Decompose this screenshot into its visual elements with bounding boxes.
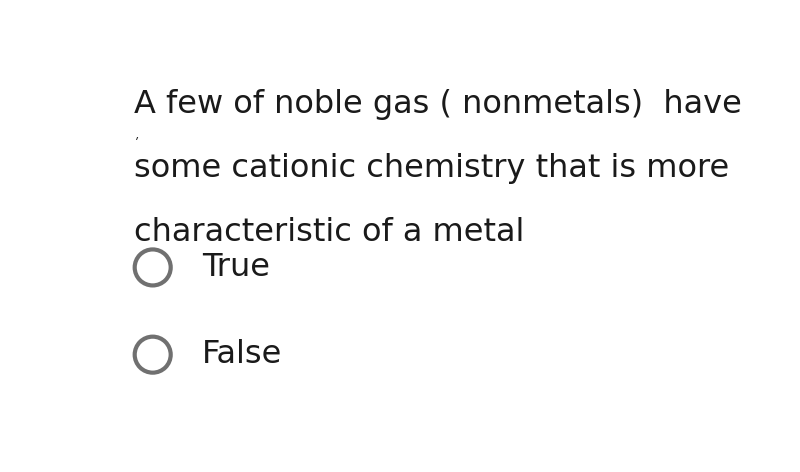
Text: True: True	[202, 252, 270, 283]
Text: ʹ: ʹ	[134, 136, 138, 150]
Text: A few of noble gas ( nonmetals)  have: A few of noble gas ( nonmetals) have	[134, 89, 742, 120]
Text: some cationic chemistry that is more: some cationic chemistry that is more	[134, 153, 730, 184]
Text: False: False	[202, 339, 282, 370]
Text: characteristic of a metal: characteristic of a metal	[134, 217, 525, 247]
